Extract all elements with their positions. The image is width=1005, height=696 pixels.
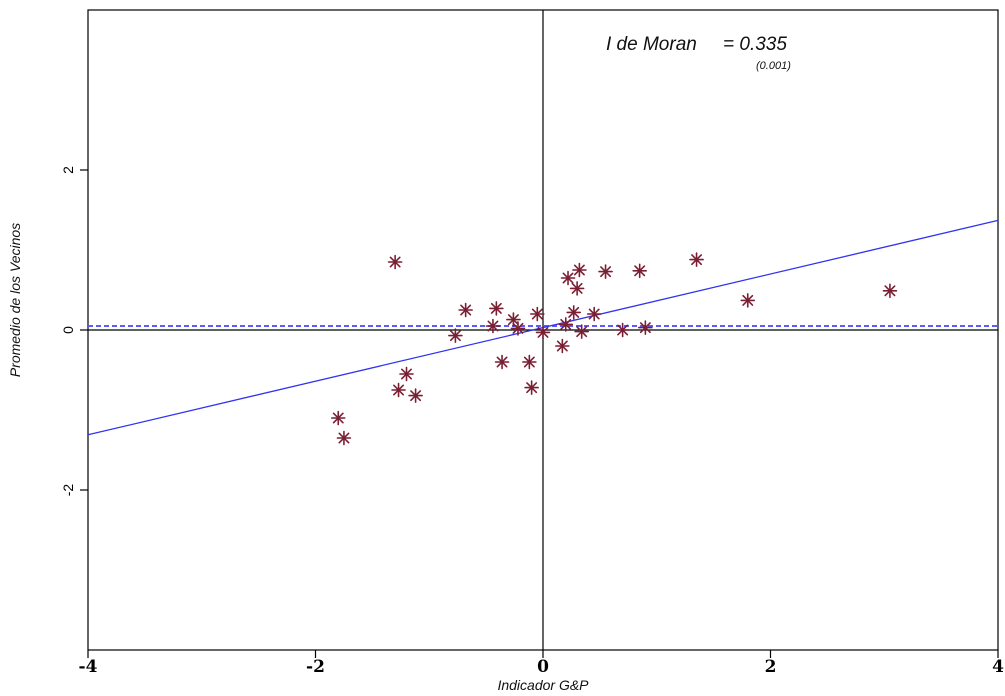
data-point xyxy=(489,301,504,316)
data-point xyxy=(387,254,403,270)
y-tick-label: 0 xyxy=(60,326,76,334)
data-point xyxy=(494,354,510,370)
x-tick-label: 0 xyxy=(537,657,549,677)
moran-p-value: (0.001) xyxy=(756,60,791,72)
data-point xyxy=(530,306,545,322)
data-point xyxy=(391,382,406,398)
data-point xyxy=(572,262,587,278)
data-point xyxy=(524,380,539,395)
data-point xyxy=(569,281,585,296)
moran-annotation: I de Moran = 0.335 (0.001) xyxy=(606,34,791,72)
data-point xyxy=(566,305,582,320)
y-tick-label: -2 xyxy=(60,484,76,497)
data-point xyxy=(330,410,346,426)
x-tick-label: 2 xyxy=(765,657,777,677)
data-point xyxy=(586,306,602,322)
data-point xyxy=(336,430,352,446)
data-point xyxy=(632,263,647,279)
data-point xyxy=(558,317,574,332)
data-point xyxy=(638,320,653,335)
data-point xyxy=(485,318,501,334)
y-tick-label: 2 xyxy=(60,166,76,174)
x-tick-label: -4 xyxy=(79,657,98,677)
data-point xyxy=(574,324,589,339)
data-point xyxy=(535,325,551,340)
data-point xyxy=(598,264,613,279)
data-point xyxy=(458,302,473,318)
data-point xyxy=(506,312,521,327)
data-point xyxy=(615,322,630,338)
data-points xyxy=(330,252,898,446)
data-point xyxy=(522,354,537,370)
data-point xyxy=(882,283,898,299)
data-point xyxy=(560,270,576,286)
axis-ticks: -4 -2 0 2 4 -2 0 2 xyxy=(60,166,1004,677)
x-axis-label: Indicador G&P xyxy=(497,677,589,693)
x-tick-label: 4 xyxy=(992,657,1004,677)
moran-label: I de Moran xyxy=(606,34,697,55)
moran-value: = 0.335 xyxy=(723,34,787,55)
x-tick-label: -2 xyxy=(306,657,325,677)
data-point xyxy=(510,321,526,336)
data-point xyxy=(408,388,423,403)
data-point xyxy=(448,328,463,343)
data-point xyxy=(740,293,756,308)
data-point xyxy=(689,252,704,267)
data-point xyxy=(555,338,570,354)
data-point xyxy=(399,366,414,382)
y-axis-label: Promedio de los Vecinos xyxy=(7,223,23,377)
